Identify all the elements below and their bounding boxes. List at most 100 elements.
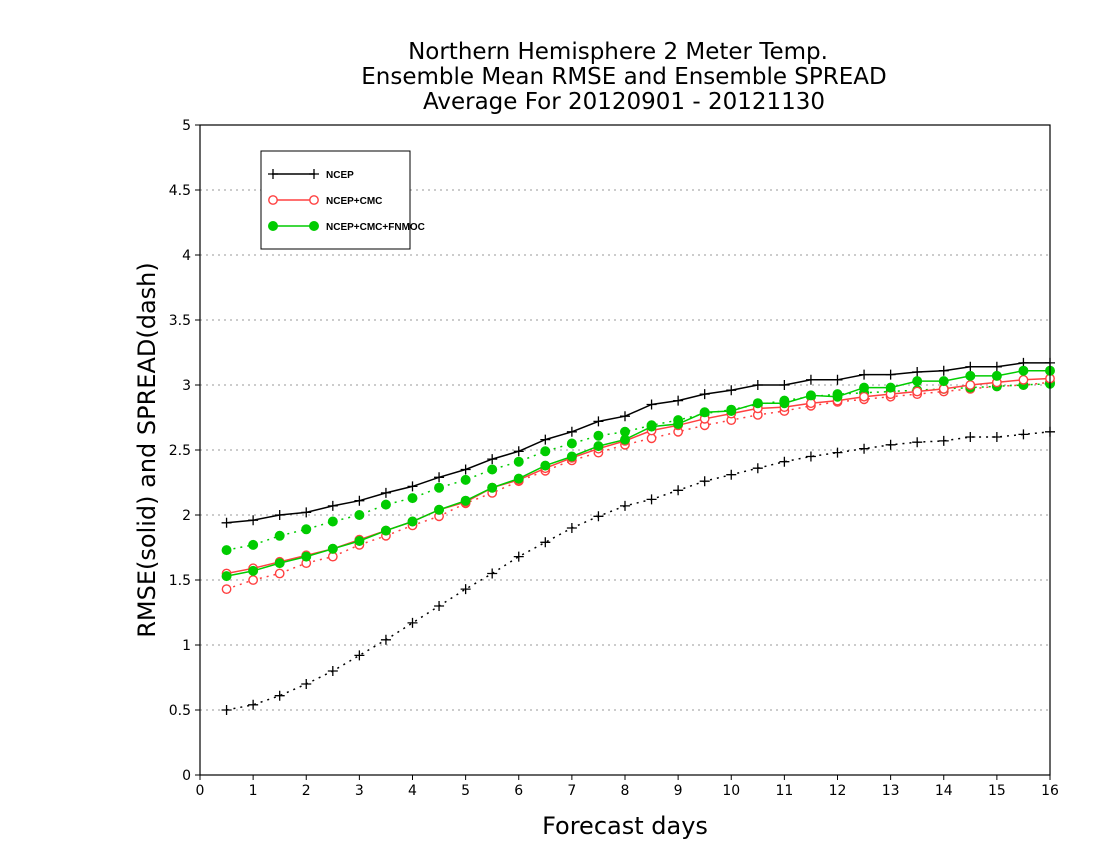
data-point (540, 460, 551, 471)
data-point (566, 451, 577, 462)
data-point (327, 500, 338, 511)
x-tick-label: 5 (461, 783, 470, 799)
data-point (540, 446, 551, 457)
data-point (752, 398, 763, 409)
legend-marker-start (268, 195, 278, 205)
data-point (354, 510, 365, 520)
data-point (885, 439, 896, 450)
y-tick-label: 3.5 (169, 313, 191, 329)
data-point (991, 370, 1002, 381)
x-tick-label: 14 (935, 783, 953, 799)
x-tick-label: 7 (567, 783, 576, 799)
series-line (226, 369, 1050, 577)
data-point (540, 434, 551, 445)
data-point (407, 617, 418, 628)
title-line-3: Average For 20120901 - 20121130 (423, 89, 825, 115)
data-point (487, 568, 498, 579)
data-point (805, 451, 816, 462)
data-point (221, 545, 232, 556)
data-point (726, 385, 737, 396)
data-point (832, 447, 843, 458)
legend-label: NCEP (326, 170, 354, 181)
data-point (513, 473, 524, 484)
y-tick-label: 5 (182, 118, 191, 134)
data-point (620, 434, 630, 445)
title-line-2: Ensemble Mean RMSE and Ensemble SPREAD (361, 64, 886, 90)
data-point (859, 391, 869, 402)
data-point (593, 441, 604, 452)
x-tick-label: 11 (775, 783, 793, 799)
legend-label: NCEP+CMC (326, 196, 382, 207)
data-point (513, 456, 524, 467)
series-line (226, 431, 1051, 711)
grid (200, 189, 1050, 711)
data-point (805, 374, 816, 385)
chart-title: Northern Hemisphere 2 Meter Temp. Ensemb… (361, 39, 886, 115)
x-tick-label: 8 (621, 783, 630, 799)
data-point (805, 390, 816, 401)
data-point (673, 395, 684, 406)
data-point (699, 407, 710, 418)
data-point (779, 398, 790, 409)
data-point (221, 705, 232, 715)
x-tick-label: 13 (882, 783, 900, 799)
data-point (327, 516, 338, 527)
data-point (1018, 429, 1029, 440)
data-point (354, 650, 365, 661)
data-point (593, 511, 604, 522)
data-point (434, 482, 445, 493)
y-tick-label: 3 (182, 378, 191, 394)
data-point (885, 382, 896, 393)
data-point (221, 584, 232, 594)
legend-label: NCEP+CMC+FNMOC (326, 222, 425, 233)
data-point (646, 421, 657, 432)
data-point (248, 539, 259, 550)
series-ncep-cmc-rmse (221, 373, 1055, 579)
data-point (752, 463, 763, 474)
data-point (593, 416, 604, 427)
y-tick-label: 1.5 (169, 573, 191, 589)
data-point (487, 464, 498, 475)
data-point (965, 361, 976, 372)
data-point (274, 568, 285, 579)
data-point (274, 690, 285, 701)
x-tick-label: 9 (674, 783, 683, 799)
data-point (380, 634, 391, 645)
data-point (832, 391, 843, 402)
data-point (912, 367, 923, 377)
data-point (832, 374, 843, 385)
data-point (380, 487, 391, 498)
data-point (274, 510, 285, 520)
data-point (646, 399, 657, 410)
data-point (938, 435, 949, 446)
data-point (301, 524, 312, 535)
series-ncep-spread (221, 426, 1055, 715)
data-point (380, 499, 391, 510)
x-tick-label: 4 (408, 783, 417, 799)
legend-item: NCEP (268, 169, 354, 181)
data-point (327, 543, 338, 554)
data-point (248, 575, 259, 585)
x-tick-label: 15 (988, 783, 1006, 799)
series-line (226, 381, 1051, 590)
data-point (248, 699, 259, 710)
data-point (460, 495, 471, 506)
axes: 00.511.522.533.544.550 1 2 3 4 5 6 7 8 9 10 11 12 13 1… (169, 118, 1059, 799)
y-axis-label: RMSE(solid) and SPREAD(dash) (133, 262, 161, 638)
data-point (566, 426, 577, 437)
data-point (354, 495, 365, 506)
x-tick-label: 16 (1041, 783, 1059, 799)
legend-marker-start (268, 169, 278, 179)
data-point (327, 666, 338, 676)
data-point (380, 525, 391, 536)
data-point (1018, 374, 1029, 385)
series-ncep-cmc-fnmoc-spread (221, 378, 1055, 556)
legend-item: NCEP+CMC (268, 195, 382, 207)
data-point (726, 469, 737, 480)
data-point (221, 517, 232, 528)
data-point (620, 411, 630, 422)
data-point (965, 432, 976, 442)
data-point (965, 370, 976, 381)
data-point (699, 476, 710, 487)
